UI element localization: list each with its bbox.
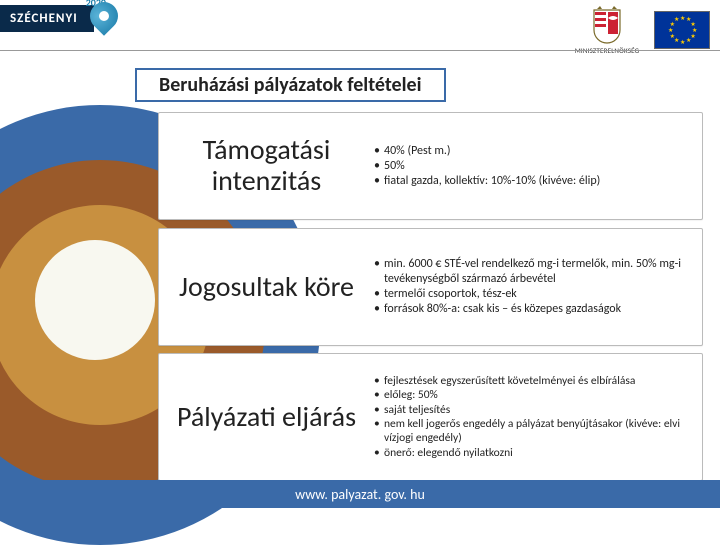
top-bar: SZÉCHENYI 2020 MINISZTERELNÖKSÉG ★★: [0, 0, 720, 50]
section-1: Támogatási intenzitás •40% (Pest m.)•50%…: [158, 112, 703, 220]
section-2-bullets: •min. 6000 € STÉ-vel rendelkező mg-i ter…: [374, 251, 702, 323]
section-2: Jogosultak köre •min. 6000 € STÉ-vel ren…: [158, 228, 703, 346]
szechenyi-logo: SZÉCHENYI 2020: [0, 0, 122, 36]
eu-flag-icon: ★★★★★★★★★★★★: [654, 11, 710, 49]
ministry-block: MINISZTERELNÖKSÉG: [572, 4, 642, 55]
section-3: Pályázati eljárás •fejlesztések egyszerű…: [158, 353, 703, 481]
crest-icon: [590, 4, 624, 46]
section-2-heading: Jogosultak köre: [159, 264, 374, 311]
slide-body: Beruházási pályázatok feltételei Támogat…: [0, 50, 720, 508]
section-1-heading: Támogatási intenzitás: [159, 127, 374, 205]
right-logos: MINISZTERELNÖKSÉG ★★★★★★★★★★★★: [572, 4, 710, 55]
slide-title: Beruházási pályázatok feltételei: [135, 68, 446, 102]
section-1-bullets: •40% (Pest m.)•50%•fiatal gazda, kollekt…: [374, 138, 702, 195]
footer-url: www. palyazat. gov. hu: [0, 480, 720, 508]
program-label: SZÉCHENYI: [0, 5, 94, 32]
section-3-bullets: •fejlesztések egyszerűsített követelmény…: [374, 368, 702, 466]
section-3-heading: Pályázati eljárás: [159, 394, 374, 441]
pin-icon: 2020: [86, 0, 122, 36]
